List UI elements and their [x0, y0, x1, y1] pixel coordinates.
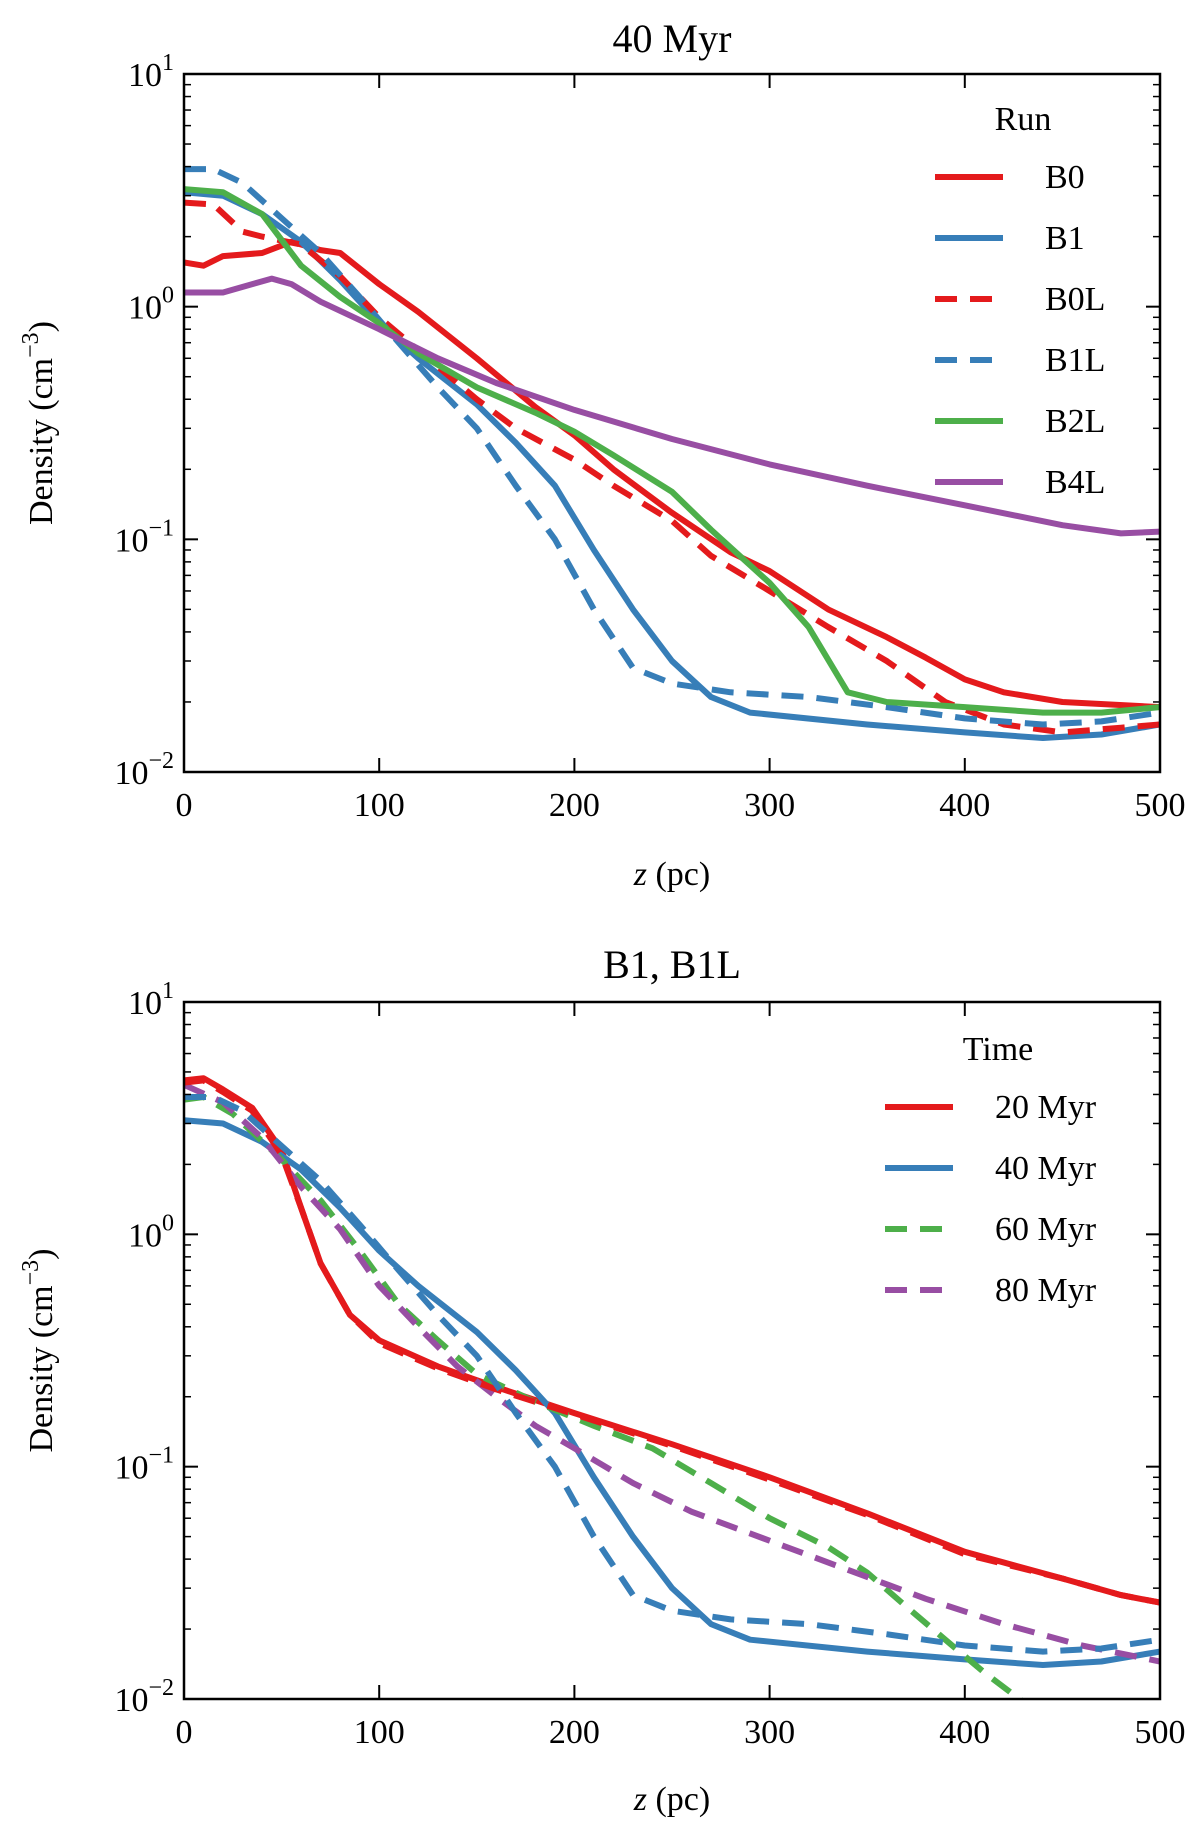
- y-tick-base: 10: [114, 755, 148, 792]
- y-tick-label: 10−1: [114, 515, 174, 559]
- series-line-60-myr: [184, 1094, 1025, 1699]
- x-axis-label: z (pc): [633, 1781, 710, 1818]
- legend-label: B0L: [1045, 281, 1105, 318]
- chart-title: B1, B1L: [603, 942, 741, 987]
- y-tick-base: 10: [128, 985, 162, 1022]
- x-tick-label: 400: [939, 1714, 990, 1751]
- legend-label: B0: [1045, 159, 1085, 196]
- y-tick-base: 10: [114, 1682, 148, 1719]
- x-tick-label: 100: [354, 787, 405, 824]
- x-tick-label: 300: [744, 1714, 795, 1751]
- y-tick-base: 10: [114, 522, 148, 559]
- series-group: [184, 1075, 1160, 1699]
- series-line-40-myr: [184, 1117, 1160, 1668]
- x-tick-label: 0: [176, 1714, 193, 1751]
- legend: Run B0 B1 B0L B1L B2L B4L: [935, 101, 1105, 501]
- y-axis-label: Density (cm−3): [18, 1248, 60, 1452]
- y-tick-exp: −1: [148, 1443, 174, 1469]
- series-line-b4l: [184, 275, 1160, 537]
- y-axis-exp: −3: [18, 1260, 44, 1286]
- legend-title: Time: [963, 1031, 1034, 1068]
- y-tick-label: 100: [128, 1210, 174, 1254]
- x-tick-label: 200: [549, 1714, 600, 1751]
- y-axis-close: ): [23, 321, 60, 332]
- y-tick-exp: 1: [162, 50, 174, 76]
- x-axis-label: z (pc): [633, 856, 710, 893]
- series-line-b0l: [184, 199, 1160, 736]
- y-tick-exp: −2: [148, 748, 174, 774]
- legend-label: 40 Myr: [995, 1150, 1097, 1187]
- legend-label: 20 Myr: [995, 1089, 1097, 1126]
- y-tick-exp: 0: [162, 283, 174, 309]
- y-tick-label: 101: [128, 978, 174, 1022]
- legend-label: 80 Myr: [995, 1272, 1097, 1309]
- plot-frame: [182, 72, 1162, 774]
- x-tick-label: 100: [354, 1714, 405, 1751]
- y-tick-base: 10: [128, 1217, 162, 1254]
- series-line-b2l: [184, 186, 1160, 716]
- legend-label: 60 Myr: [995, 1211, 1097, 1248]
- series-line-20-myr-b1l-: [184, 1077, 1160, 1606]
- x-tick-label: 300: [744, 787, 795, 824]
- x-axis-var: z: [633, 1781, 647, 1818]
- x-tick-label: 200: [549, 787, 600, 824]
- x-tick-label: 500: [1135, 1714, 1186, 1751]
- y-axis-close: ): [23, 1248, 60, 1259]
- legend-label: B1L: [1045, 342, 1105, 379]
- chart-title: 40 Myr: [613, 16, 732, 61]
- y-tick-label: 100: [128, 283, 174, 327]
- y-tick-label: 10−1: [114, 1443, 174, 1487]
- y-tick-label: 101: [128, 50, 174, 94]
- series-line-b0: [184, 238, 1160, 711]
- y-axis-exp: −3: [18, 332, 44, 358]
- y-tick-label: 10−2: [114, 1675, 174, 1719]
- series-line-80-myr: [184, 1082, 1160, 1665]
- x-axis-unit: (pc): [647, 1781, 710, 1818]
- x-tick-label: 0: [176, 787, 193, 824]
- series-line-b1l: [184, 166, 1160, 728]
- legend-title: Run: [995, 101, 1052, 138]
- series-line-b1: [184, 189, 1160, 741]
- y-tick-exp: −1: [148, 515, 174, 541]
- series-group: [184, 166, 1160, 741]
- y-tick-base: 10: [128, 290, 162, 327]
- y-tick-exp: −2: [148, 1675, 174, 1701]
- x-axis-unit: (pc): [647, 856, 710, 893]
- y-axis-text: Density (cm: [23, 358, 60, 525]
- y-tick-base: 10: [128, 57, 162, 94]
- y-tick-label: 10−2: [114, 748, 174, 792]
- x-axis-var: z: [633, 856, 647, 893]
- y-tick-exp: 0: [162, 1210, 174, 1236]
- y-tick-base: 10: [114, 1450, 148, 1487]
- legend: Time 20 Myr 40 Myr 60 Myr 80 Myr: [885, 1031, 1097, 1309]
- series-line-40-myr-b1l-: [184, 1094, 1160, 1655]
- legend-label: B2L: [1045, 403, 1105, 440]
- plot-frame: [182, 1000, 1162, 1701]
- x-tick-label: 500: [1135, 787, 1186, 824]
- y-axis-text: Density (cm: [23, 1285, 60, 1452]
- legend-label: B1: [1045, 220, 1085, 257]
- y-axis-label: Density (cm−3): [18, 321, 60, 525]
- legend-label: B4L: [1045, 464, 1105, 501]
- y-tick-exp: 1: [162, 978, 174, 1004]
- x-tick-label: 400: [939, 787, 990, 824]
